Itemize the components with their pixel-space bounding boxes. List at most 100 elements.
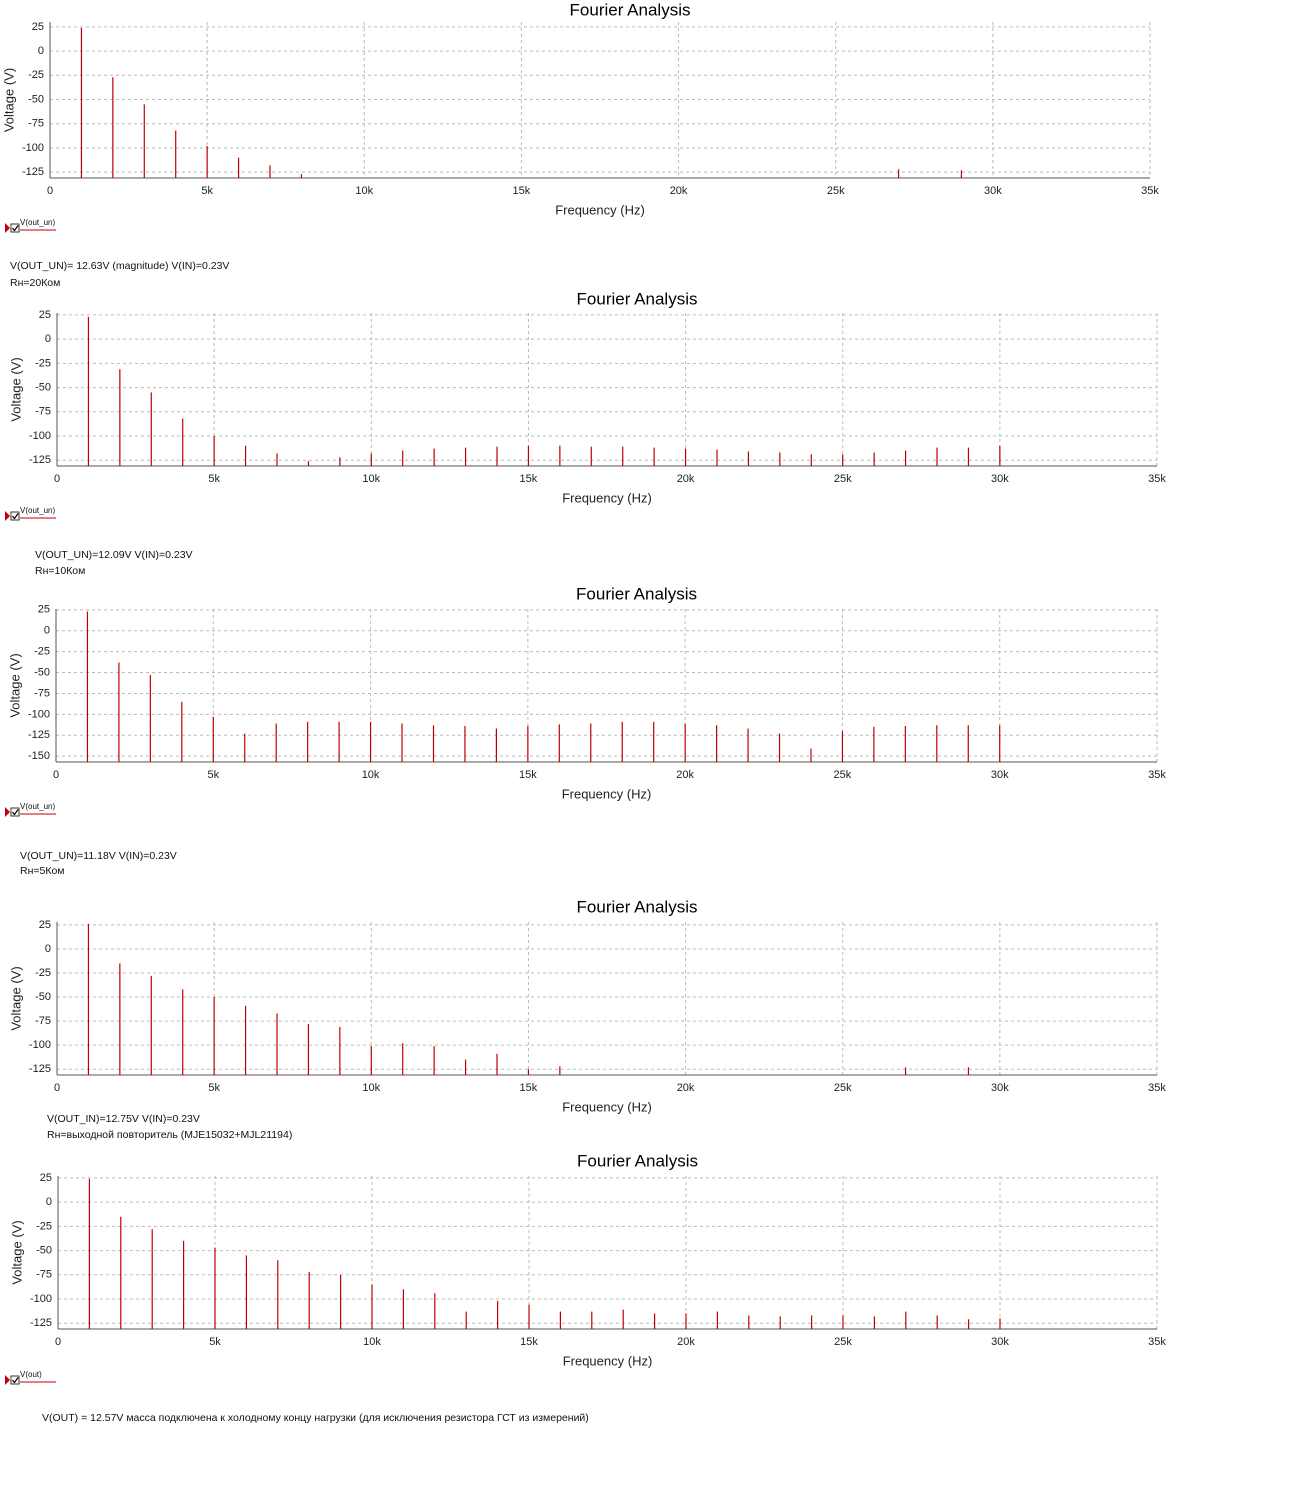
x-tick-label: 35k bbox=[1148, 473, 1166, 485]
caption: V(OUT_UN)= 12.63V (magnitude) V(IN)=0.23… bbox=[10, 260, 229, 272]
y-tick-label: -50 bbox=[35, 381, 51, 393]
y-axis-label: Voltage (V) bbox=[8, 357, 23, 421]
x-axis-label: Frequency (Hz) bbox=[555, 202, 645, 217]
x-tick-label: 0 bbox=[54, 1082, 60, 1094]
x-tick-label: 5k bbox=[207, 769, 219, 781]
y-tick-label: -125 bbox=[30, 1317, 52, 1329]
y-tick-label: -125 bbox=[28, 729, 50, 741]
y-tick-label: -50 bbox=[34, 666, 50, 678]
legend-checkbox bbox=[10, 1375, 20, 1385]
x-tick-label: 35k bbox=[1148, 769, 1166, 781]
y-tick-label: 25 bbox=[40, 1172, 52, 1184]
legend-checkbox bbox=[10, 807, 20, 817]
y-tick-label: -125 bbox=[29, 454, 51, 466]
x-tick-label: 10k bbox=[362, 769, 380, 781]
legend-checkbox bbox=[10, 223, 20, 233]
y-tick-label: -100 bbox=[22, 142, 44, 154]
y-tick-label: 0 bbox=[45, 943, 51, 955]
x-tick-label: 35k bbox=[1148, 1082, 1166, 1094]
x-tick-label: 10k bbox=[363, 1336, 381, 1348]
x-tick-label: 10k bbox=[355, 185, 373, 197]
x-tick-label: 25k bbox=[834, 1082, 852, 1094]
x-tick-label: 0 bbox=[47, 185, 53, 197]
chart-title: Fourier Analysis bbox=[576, 584, 697, 603]
caption: V(OUT_UN)=12.09V V(IN)=0.23V bbox=[35, 549, 193, 561]
chart-title: Fourier Analysis bbox=[570, 0, 691, 19]
y-axis-label: Voltage (V) bbox=[9, 1220, 24, 1284]
y-tick-label: -25 bbox=[34, 646, 50, 658]
y-axis-label: Voltage (V) bbox=[7, 653, 22, 717]
x-tick-label: 25k bbox=[834, 473, 852, 485]
x-axis-label: Frequency (Hz) bbox=[562, 1099, 652, 1114]
x-tick-label: 30k bbox=[991, 1082, 1009, 1094]
caption: Rн=5Ком bbox=[20, 865, 65, 877]
y-tick-label: -75 bbox=[35, 1015, 51, 1027]
legend-marker bbox=[5, 807, 10, 817]
x-tick-label: 5k bbox=[201, 185, 213, 197]
x-axis-label: Frequency (Hz) bbox=[563, 1353, 653, 1368]
legend-label: V(out_un) bbox=[20, 506, 55, 515]
y-tick-label: -50 bbox=[36, 1244, 52, 1256]
x-tick-label: 20k bbox=[677, 1336, 695, 1348]
x-tick-label: 25k bbox=[827, 185, 845, 197]
legend-check bbox=[12, 513, 19, 520]
y-tick-label: -25 bbox=[35, 967, 51, 979]
legend-checkbox bbox=[10, 511, 20, 521]
y-tick-label: 0 bbox=[44, 625, 50, 637]
legend-marker bbox=[5, 1375, 10, 1385]
y-tick-label: -75 bbox=[28, 118, 44, 130]
x-tick-label: 30k bbox=[984, 185, 1002, 197]
x-tick-label: 0 bbox=[53, 769, 59, 781]
x-tick-label: 15k bbox=[520, 473, 538, 485]
x-tick-label: 5k bbox=[208, 473, 220, 485]
y-tick-label: -100 bbox=[28, 708, 50, 720]
legend-label: V(out) bbox=[20, 1370, 42, 1379]
x-tick-label: 30k bbox=[991, 1336, 1009, 1348]
legend-marker bbox=[5, 511, 10, 521]
x-tick-label: 10k bbox=[362, 473, 380, 485]
x-tick-label: 30k bbox=[991, 769, 1009, 781]
x-tick-label: 10k bbox=[362, 1082, 380, 1094]
y-tick-label: -100 bbox=[29, 1039, 51, 1051]
x-tick-label: 20k bbox=[676, 769, 694, 781]
x-tick-label: 15k bbox=[520, 1082, 538, 1094]
x-tick-label: 0 bbox=[55, 1336, 61, 1348]
legend-check bbox=[12, 809, 19, 816]
y-tick-label: -25 bbox=[28, 69, 44, 81]
y-tick-label: -100 bbox=[30, 1293, 52, 1305]
legend-marker bbox=[5, 223, 10, 233]
y-tick-label: 25 bbox=[39, 919, 51, 931]
y-tick-label: 0 bbox=[38, 45, 44, 57]
x-tick-label: 20k bbox=[677, 1082, 695, 1094]
x-tick-label: 35k bbox=[1141, 185, 1159, 197]
y-tick-label: -75 bbox=[36, 1269, 52, 1281]
y-tick-label: -100 bbox=[29, 430, 51, 442]
legend-label: V(out_un) bbox=[20, 802, 55, 811]
x-tick-label: 15k bbox=[520, 1336, 538, 1348]
legend-check bbox=[12, 1377, 19, 1384]
x-tick-label: 15k bbox=[519, 769, 537, 781]
y-tick-label: -150 bbox=[28, 750, 50, 762]
caption: V(OUT_UN)=11.18V V(IN)=0.23V bbox=[20, 850, 177, 862]
legend-check bbox=[12, 225, 19, 232]
y-tick-label: -125 bbox=[22, 166, 44, 178]
caption: Rн=10Ком bbox=[35, 565, 85, 577]
y-axis-label: Voltage (V) bbox=[8, 966, 23, 1030]
y-tick-label: -75 bbox=[34, 687, 50, 699]
y-tick-label: 25 bbox=[38, 604, 50, 616]
x-tick-label: 20k bbox=[677, 473, 695, 485]
caption: Rн=20Ком bbox=[10, 277, 60, 289]
x-tick-label: 15k bbox=[513, 185, 531, 197]
x-tick-label: 5k bbox=[209, 1336, 221, 1348]
y-tick-label: -25 bbox=[35, 357, 51, 369]
x-tick-label: 30k bbox=[991, 473, 1009, 485]
legend-label: V(out_un) bbox=[20, 218, 55, 227]
y-tick-label: -50 bbox=[35, 991, 51, 1003]
caption: V(OUT_IN)=12.75V V(IN)=0.23V bbox=[47, 1113, 200, 1125]
x-tick-label: 0 bbox=[54, 473, 60, 485]
x-axis-label: Frequency (Hz) bbox=[562, 490, 652, 505]
y-tick-label: 25 bbox=[32, 21, 44, 33]
chart-title: Fourier Analysis bbox=[577, 897, 698, 916]
x-axis-label: Frequency (Hz) bbox=[562, 786, 652, 801]
